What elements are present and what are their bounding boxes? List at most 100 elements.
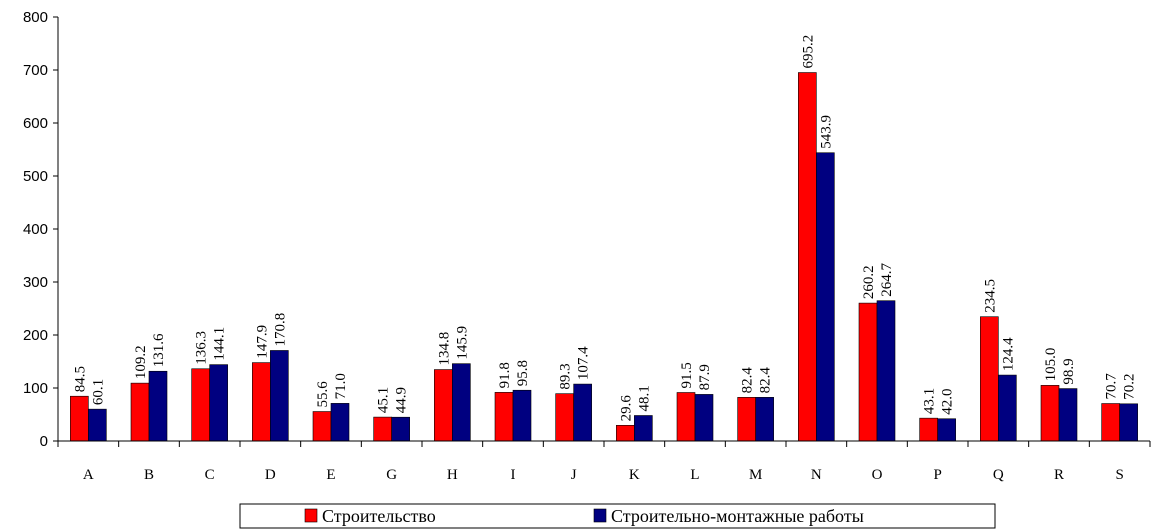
bar-k-series-1 (616, 425, 635, 442)
x-tick-label: A (83, 467, 94, 483)
x-tick-label: R (1054, 467, 1064, 483)
legend-swatch (304, 508, 318, 523)
data-label: 98.9 (1061, 358, 1077, 384)
legend-box (239, 503, 996, 529)
bar-e-series-1 (312, 411, 332, 442)
x-tick-label: Q (993, 467, 1004, 483)
bar-a-series-1 (70, 395, 89, 442)
data-label: 42.0 (940, 388, 956, 414)
bars (70, 72, 1138, 442)
data-label: 145.9 (454, 326, 470, 360)
y-tick-label: 300 (23, 274, 48, 291)
data-label: 124.4 (1000, 337, 1016, 371)
bar-i-series-1 (494, 392, 514, 442)
data-label: 91.5 (679, 362, 695, 388)
legend-label: Строительно-монтажные работы (611, 506, 864, 526)
data-label: 82.4 (740, 367, 756, 394)
data-label: 147.9 (254, 325, 270, 359)
legend-swatch (593, 508, 607, 523)
bar-d-series-1 (252, 362, 271, 442)
data-label: 89.3 (558, 363, 574, 389)
bar-r-series-2 (1058, 388, 1078, 442)
y-tick-label: 200 (23, 327, 48, 344)
bar-r-series-1 (1040, 385, 1060, 442)
x-tick-label: I (511, 467, 516, 483)
bar-q-series-2 (998, 374, 1017, 442)
y-tick-label: 100 (23, 380, 48, 397)
bar-d-series-2 (270, 350, 289, 442)
bar-h-series-2 (452, 363, 471, 442)
data-label: 543.9 (818, 115, 834, 149)
data-label: 87.9 (697, 364, 713, 390)
data-label: 48.1 (636, 385, 652, 411)
legend: Строительство Строительно-монтажные работ… (239, 503, 996, 529)
data-label: 45.1 (376, 387, 392, 413)
bar-q-series-1 (980, 316, 999, 442)
bar-a-series-2 (88, 408, 107, 442)
bar-m-series-2 (755, 397, 774, 442)
x-tick-label: M (749, 467, 762, 483)
data-label: 136.3 (194, 331, 210, 365)
bar-s-series-2 (1119, 403, 1138, 442)
data-label: 134.8 (436, 332, 452, 366)
y-axis: 0 100 200 300 400 500 600 700 800 (23, 9, 59, 450)
data-label: 43.1 (922, 388, 938, 414)
x-tick-label: H (447, 467, 458, 483)
y-tick-label: 700 (23, 62, 48, 79)
bar-n-series-1 (798, 72, 817, 442)
bar-e-series-2 (330, 403, 350, 442)
data-label: 264.7 (879, 262, 895, 296)
data-label: 71.0 (333, 373, 349, 399)
bar-k-series-2 (634, 415, 653, 442)
bar-m-series-1 (737, 397, 756, 442)
data-label: 60.1 (90, 379, 106, 405)
bar-p-series-2 (937, 418, 956, 442)
x-tick-label: G (386, 467, 397, 483)
data-label: 29.6 (618, 395, 634, 422)
x-tick-label: N (811, 467, 822, 483)
data-label: 91.8 (497, 362, 513, 388)
y-tick-label: 500 (23, 168, 48, 185)
x-tick-label: L (690, 467, 699, 483)
data-label: 82.4 (758, 367, 774, 394)
data-label: 144.1 (212, 327, 228, 361)
x-tick-label: B (144, 467, 154, 483)
bar-o-series-2 (876, 300, 896, 442)
data-label: 55.6 (315, 381, 331, 408)
x-tick-label: C (205, 467, 215, 483)
x-tick-label: S (1115, 467, 1123, 483)
data-label: 234.5 (982, 279, 998, 313)
bar-n-series-2 (816, 152, 835, 442)
bar-p-series-1 (919, 417, 938, 442)
data-label: 95.8 (515, 360, 531, 386)
y-tick-label: 400 (23, 221, 48, 238)
bar-l-series-2 (694, 394, 714, 442)
legend-label: Строительство (322, 506, 436, 526)
bar-b-series-2 (148, 370, 168, 442)
x-tick-label: D (265, 467, 276, 483)
data-label: 70.7 (1104, 373, 1120, 400)
data-label: 84.5 (72, 366, 88, 392)
bar-h-series-1 (434, 369, 453, 442)
bar-c-series-1 (191, 368, 210, 442)
y-tick-label: 600 (23, 115, 48, 132)
data-label: 131.6 (151, 333, 167, 367)
y-tick-label: 0 (40, 433, 48, 450)
bar-b-series-1 (130, 382, 150, 442)
bar-g-series-2 (391, 416, 410, 442)
data-label: 109.2 (133, 345, 149, 379)
x-tick-label: K (629, 467, 640, 483)
bar-g-series-1 (373, 416, 392, 442)
data-label: 105.0 (1043, 348, 1059, 382)
data-label: 70.2 (1122, 374, 1138, 400)
bar-c-series-2 (209, 364, 228, 442)
data-label: 260.2 (861, 265, 877, 299)
bar-i-series-2 (512, 389, 532, 442)
x-tick-label: J (571, 467, 577, 483)
x-tick-label: O (872, 467, 883, 483)
x-tick-label: P (933, 467, 941, 483)
bar-o-series-1 (858, 302, 878, 442)
data-label: 107.4 (576, 346, 592, 380)
